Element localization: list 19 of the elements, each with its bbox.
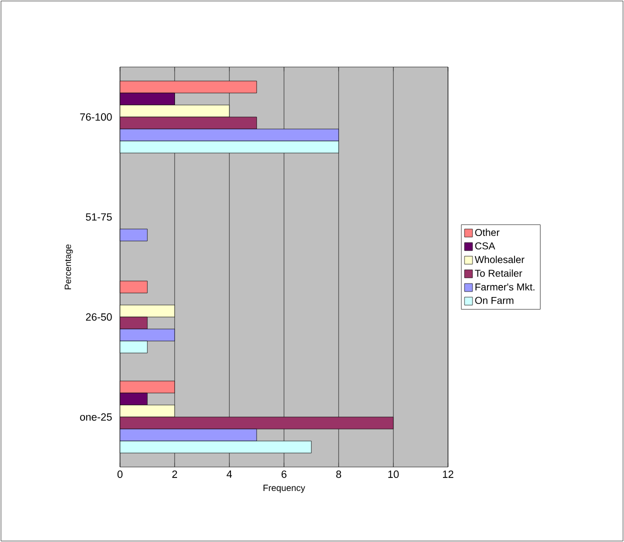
x-axis-title: Frequency xyxy=(264,484,306,493)
y-tick-label: one-25 xyxy=(80,413,112,421)
y-tick-label: 51-75 xyxy=(86,213,112,221)
legend-label: On Farm xyxy=(475,296,514,304)
x-tick-label: 8 xyxy=(336,470,342,478)
x-tick-label: 2 xyxy=(172,470,178,478)
legend-label: Farmer's Mkt. xyxy=(476,283,534,291)
x-tick-label: 4 xyxy=(226,470,232,478)
x-tick-label: 12 xyxy=(442,470,454,478)
y-axis-title: Percentage xyxy=(64,244,73,290)
x-tick-label: 6 xyxy=(282,470,286,478)
y-tick-label: 26-50 xyxy=(86,313,112,321)
y-tick-label: 76-100 xyxy=(80,113,112,121)
legend-label: CSA xyxy=(475,242,496,250)
x-tick-label: 0 xyxy=(118,470,122,478)
legend-label: Other xyxy=(475,228,500,236)
legend-label: To Retailer xyxy=(474,269,522,277)
legend-label: Wholesaler xyxy=(474,256,524,264)
x-tick-label: 10 xyxy=(388,470,399,478)
